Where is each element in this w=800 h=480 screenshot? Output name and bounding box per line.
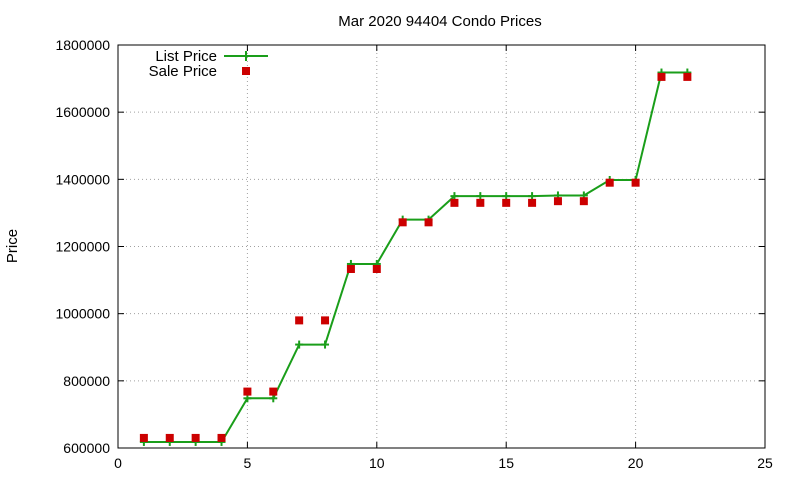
sale-price-point: [346, 265, 355, 274]
legend: List Price Sale Price: [149, 48, 268, 80]
sale-price-point: [631, 178, 640, 187]
sale-price-point: [243, 387, 252, 396]
list-price-point: [528, 192, 537, 201]
x-tick-label: 15: [498, 455, 514, 471]
y-tick-label: 1600000: [55, 104, 110, 120]
chart-title: Mar 2020 94404 Condo Prices: [338, 13, 541, 30]
list-price-point: [476, 192, 485, 201]
list-price-line: [143, 71, 688, 443]
y-tick-label: 1400000: [55, 171, 110, 187]
sale-price-point: [553, 197, 562, 206]
sale-price-point: [398, 218, 407, 227]
x-tick-label: 25: [757, 455, 773, 471]
sale-price-point: [476, 198, 485, 207]
sale-price-point: [528, 198, 537, 207]
y-tick-label: 800000: [63, 373, 110, 389]
list-price-point: [502, 192, 511, 201]
legend-label-list-price: List Price: [155, 48, 217, 65]
sale-price-point: [269, 387, 278, 396]
sale-price-point: [502, 198, 511, 207]
y-axis-label: Price: [4, 229, 21, 263]
axis-ticks: [117, 44, 766, 449]
sale-price-point: [321, 316, 330, 325]
sale-price-point: [579, 197, 588, 206]
data-series: [139, 68, 692, 446]
series-list-price: [139, 68, 692, 446]
legend-marker-list-price: [241, 51, 251, 61]
y-tick-label: 1000000: [55, 306, 110, 322]
legend-swatch-sale-price: [242, 67, 250, 75]
y-tick-label: 1800000: [55, 37, 110, 53]
x-tick-label: 0: [114, 455, 122, 471]
sale-price-point: [372, 265, 381, 274]
plot-frame: [117, 44, 766, 449]
sale-price-point: [657, 72, 666, 81]
sale-price-point: [191, 433, 200, 442]
y-tick-label: 600000: [63, 440, 110, 456]
list-price-point: [321, 340, 330, 349]
legend-label-sale-price: Sale Price: [149, 63, 217, 80]
y-tick-label: 1200000: [55, 239, 110, 255]
x-tick-label: 10: [369, 455, 385, 471]
list-price-point: [295, 340, 304, 349]
list-price-point: [450, 192, 459, 201]
sale-price-point: [165, 433, 174, 442]
x-tick-labels: 0 5 10 15 20 25: [114, 455, 773, 471]
sale-price-point: [295, 316, 304, 325]
list-price-point: [243, 394, 252, 403]
x-tick-label: 20: [628, 455, 644, 471]
sale-price-point: [217, 433, 226, 442]
sale-price-point: [424, 218, 433, 227]
grid-lines: [118, 45, 765, 448]
y-tick-labels: 600000 800000 1000000 1200000 1400000 1600000…: [55, 37, 110, 456]
list-price-point: [269, 394, 278, 403]
sale-price-point: [450, 198, 459, 207]
sale-price-point: [139, 433, 148, 442]
series-sale-price: [139, 72, 692, 442]
sale-price-point: [605, 178, 614, 187]
x-tick-label: 5: [244, 455, 252, 471]
sale-price-point: [683, 72, 692, 81]
